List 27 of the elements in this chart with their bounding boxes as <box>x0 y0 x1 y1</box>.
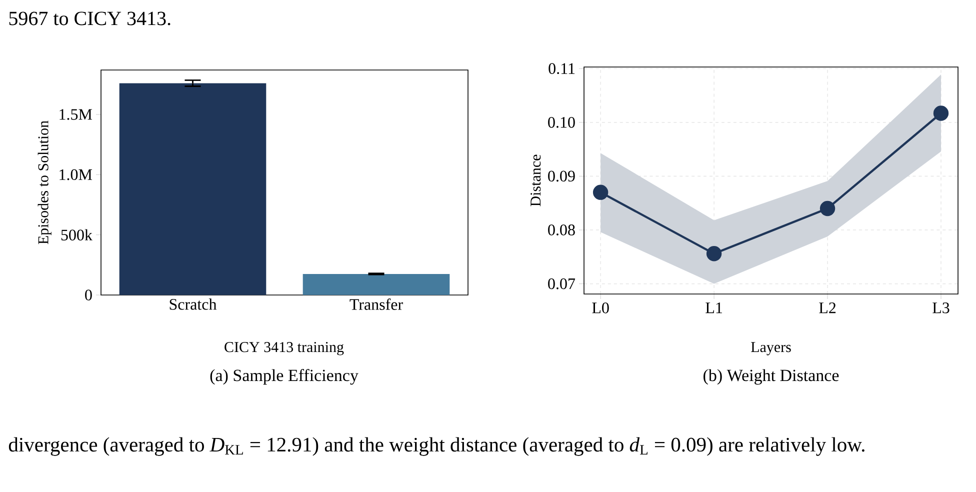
text: (a) Sample Efficiency <box>210 369 358 385</box>
text: (b) Weight Distance <box>704 369 839 385</box>
y-tick-label: 1.5M <box>60 109 92 120</box>
x-tick-label: L1 <box>706 302 722 314</box>
x-tick-label: Transfer <box>350 298 403 310</box>
x-tick-label: L3 <box>932 302 950 314</box>
x-axis-title: Layers <box>751 342 791 356</box>
y-tick-label: 0.08 <box>548 224 575 236</box>
point <box>592 184 608 200</box>
point <box>820 200 836 216</box>
y-tick-label: 0 <box>85 290 92 300</box>
y-tick-label: 500k <box>61 229 92 240</box>
y-axis-title: Episodes to Solution <box>38 120 52 244</box>
text: 5967 to CICY 3413. <box>9 12 170 26</box>
point <box>706 246 722 262</box>
x-tick-label: L2 <box>819 302 836 314</box>
x-tick-label: L0 <box>592 302 609 314</box>
y-tick-label: 0.09 <box>548 170 575 182</box>
y-tick-label: 0.11 <box>548 63 575 74</box>
y-tick-label: 1.0M <box>60 169 92 180</box>
text: divergence (averaged to D$_{KL}$ = 12.91) and the weight distance (averaged to d$_{L}$ = 0.09) are relatively low. <box>8 437 864 456</box>
point <box>933 106 949 121</box>
y-axis-title: Distance <box>530 154 541 206</box>
y-tick-label: 0.10 <box>548 116 575 128</box>
y-tick-label: 0.07 <box>548 278 576 290</box>
x-axis-title: CICY 3413 training <box>224 342 344 356</box>
x-tick-label: Scratch <box>170 298 217 310</box>
